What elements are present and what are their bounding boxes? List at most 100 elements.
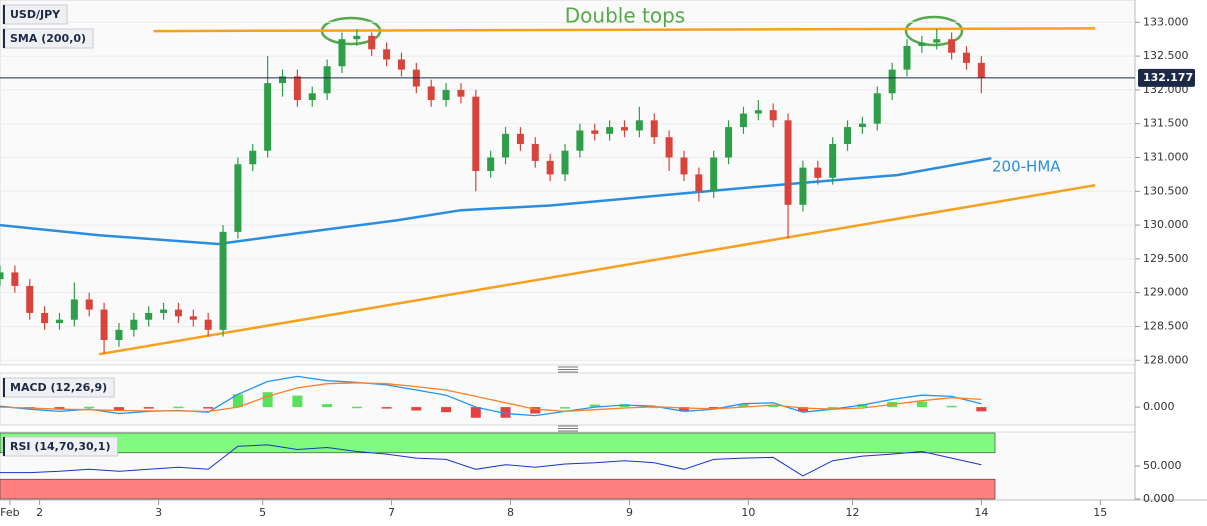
histogram-bar: [976, 407, 987, 412]
candle-body: [814, 167, 822, 178]
candle-body: [903, 45, 911, 70]
candle-body: [844, 127, 852, 144]
candle-body: [383, 49, 391, 60]
pane-divider: [558, 366, 578, 432]
candle-body: [918, 42, 926, 46]
y-tick-label: 132.500: [1143, 49, 1189, 62]
x-tick-label: 3: [155, 506, 162, 519]
candle-body: [204, 319, 212, 330]
y-tick-label: 131.500: [1143, 117, 1189, 130]
candle-body: [279, 76, 287, 84]
candle-body: [769, 110, 777, 121]
histogram-bar: [262, 392, 273, 408]
candle-body: [977, 62, 985, 78]
macd-pane: [0, 372, 1136, 426]
legend-accent: [3, 378, 5, 397]
candle-body: [516, 133, 524, 144]
candle-body: [546, 160, 554, 175]
histogram-bar: [738, 403, 749, 408]
candle-body: [219, 231, 227, 330]
legend-label: MACD (12,26,9): [10, 381, 107, 394]
candle-body: [11, 272, 19, 286]
legend-accent: [3, 29, 5, 48]
y-tick-label: 50.000: [1143, 459, 1182, 472]
candle-body: [41, 312, 49, 324]
candle-body: [962, 52, 970, 63]
candle-body: [487, 157, 495, 172]
legend-accent: [3, 437, 5, 456]
histogram-bar: [560, 407, 571, 409]
y-tick-label: 131.000: [1143, 150, 1189, 163]
y-tick-label: 130.000: [1143, 218, 1189, 231]
y-tick-label: 128.000: [1143, 353, 1189, 366]
candle-body: [323, 66, 331, 94]
x-tick-label: 12: [845, 506, 859, 519]
x-tick-label: 10: [741, 506, 755, 519]
legend-accent: [3, 5, 5, 24]
histogram-bar: [322, 404, 333, 408]
candle-body: [858, 123, 866, 128]
candle-body: [472, 96, 480, 172]
histogram-bar: [113, 407, 124, 411]
candle-body: [55, 319, 63, 324]
price-badge: [1138, 68, 1195, 87]
y-tick-label: 130.500: [1143, 184, 1189, 197]
candle-body: [174, 309, 182, 317]
histogram-bar: [530, 407, 541, 414]
candle-body: [293, 76, 301, 101]
candle-body: [130, 319, 138, 330]
trendline: [98, 183, 1096, 356]
top-marker: [904, 15, 964, 47]
candle-body: [308, 93, 316, 101]
histogram-bar: [649, 406, 660, 409]
histogram-bar: [470, 407, 481, 418]
candle-body: [457, 89, 465, 97]
candle-body: [695, 174, 703, 192]
candle-body: [264, 83, 272, 151]
main-pane: [0, 0, 1136, 366]
histogram-bar: [678, 407, 689, 411]
histogram-bar: [351, 406, 362, 409]
candle-body: [888, 69, 896, 94]
trendline: [153, 27, 1096, 33]
candle-body: [948, 39, 956, 53]
x-tick-label: 15: [1093, 506, 1107, 519]
histogram-bar: [232, 394, 243, 408]
histogram-bar: [203, 407, 214, 409]
candle-body: [784, 120, 792, 205]
candle-body: [576, 130, 584, 151]
legend-label: USD/JPY: [10, 8, 61, 21]
histogram-bar: [173, 406, 184, 409]
y-tick-label: 129.500: [1143, 252, 1189, 265]
y-tick-label: 0.000: [1143, 400, 1175, 413]
macd-line: [0, 382, 982, 413]
candle-body: [189, 316, 197, 320]
histogram-bar: [143, 407, 154, 409]
histogram-bar: [292, 395, 303, 408]
x-tick-label: 14: [974, 506, 988, 519]
legend-label: SMA (200,0): [10, 32, 86, 45]
x-tick-label: 8: [507, 506, 514, 519]
histogram-bar: [768, 404, 779, 408]
candle-body: [26, 285, 34, 313]
y-tick-label: 0.000: [1143, 492, 1175, 505]
histogram-bar: [411, 407, 422, 411]
histogram-bar: [946, 405, 957, 408]
histogram-bar: [500, 407, 511, 418]
candle-body: [739, 113, 747, 128]
x-tick-label: 9: [626, 506, 633, 519]
candle-body: [353, 35, 361, 40]
rsi-line: [0, 444, 982, 477]
candle-body: [606, 127, 614, 134]
histogram-bar: [708, 407, 719, 409]
candle-body: [665, 137, 673, 158]
candle-body: [70, 299, 78, 320]
candle-body: [754, 110, 762, 114]
candle-body: [531, 143, 539, 161]
rsi-band: [0, 432, 996, 454]
candle-body: [427, 86, 435, 101]
candle-body: [338, 39, 346, 67]
x-tick-label: 5: [259, 506, 266, 519]
histogram-bar: [54, 407, 65, 410]
